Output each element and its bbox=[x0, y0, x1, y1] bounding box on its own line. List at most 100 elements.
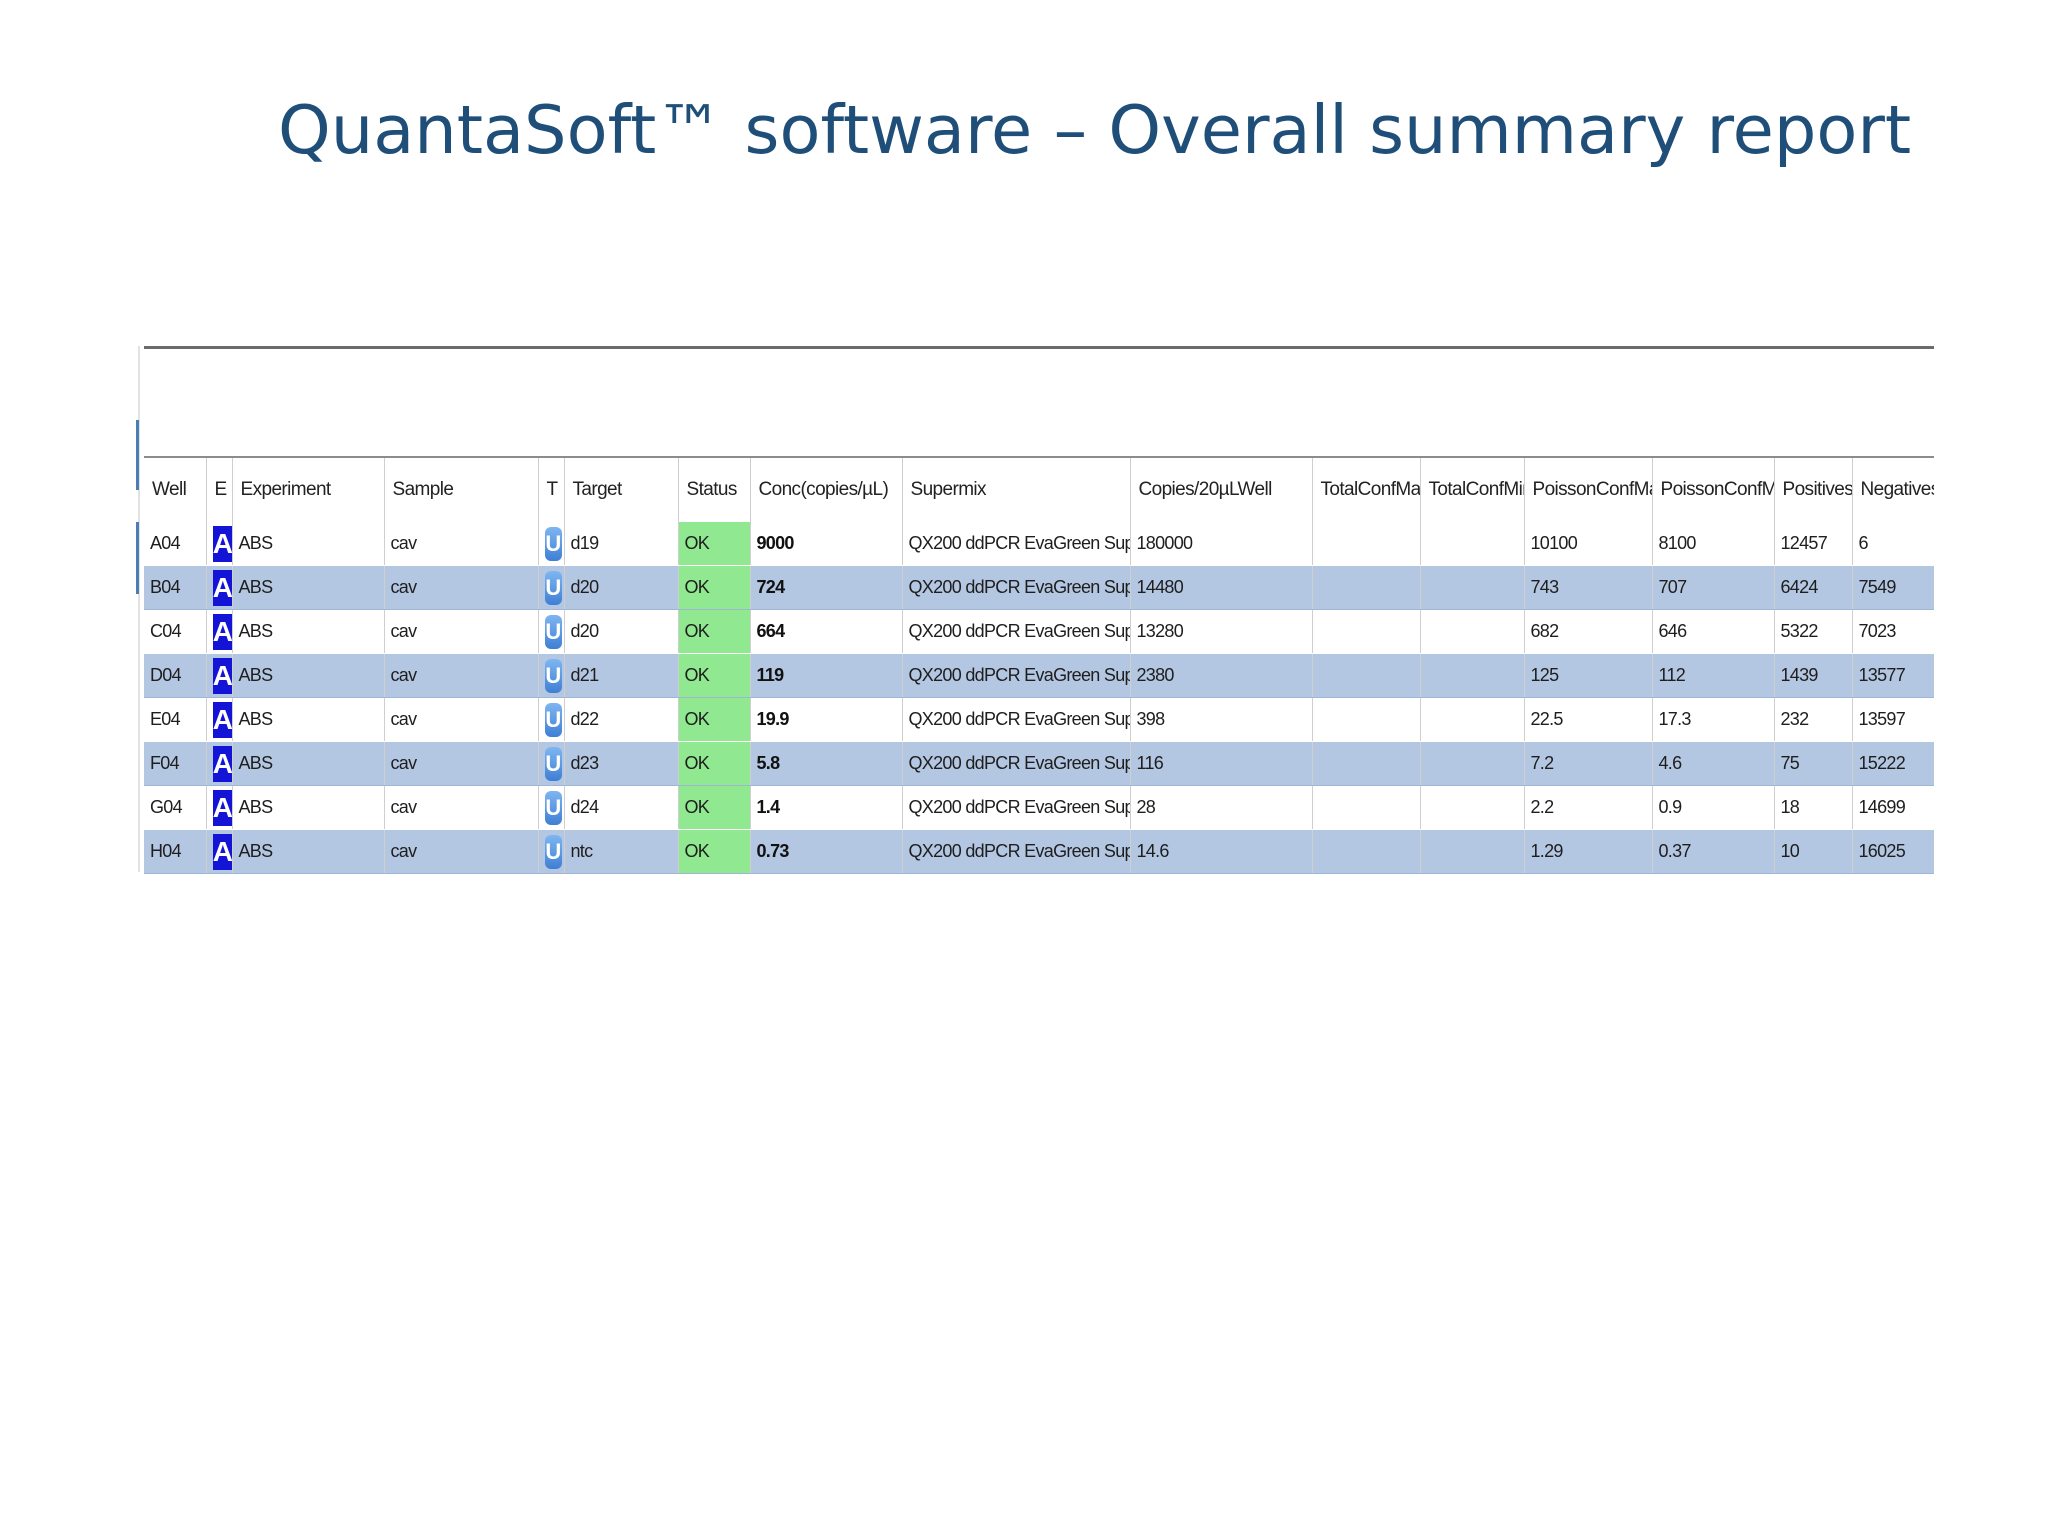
negatives-cell: 6 bbox=[1852, 522, 1934, 566]
sample-cell: cav bbox=[384, 609, 539, 654]
copies-cell: 14.6 bbox=[1130, 829, 1313, 874]
table-row[interactable]: C04 A ABS cav U d20 OK 664 QX200 ddPCR E… bbox=[144, 609, 1934, 654]
poisson-conf-max-cell: 22.5 bbox=[1524, 697, 1653, 742]
concentration-cell: 724 bbox=[750, 565, 903, 610]
copies-cell: 116 bbox=[1130, 741, 1313, 786]
summary-table: Well E Experiment Sample T Target Status… bbox=[144, 458, 1934, 874]
total-conf-min-cell bbox=[1420, 653, 1525, 698]
total-conf-min-cell bbox=[1420, 522, 1525, 566]
abs-experiment-icon: A bbox=[212, 701, 231, 738]
positives-cell: 18 bbox=[1774, 785, 1853, 830]
total-conf-min-cell bbox=[1420, 785, 1525, 830]
column-header-positives[interactable]: Positives bbox=[1774, 458, 1853, 522]
column-header-status[interactable]: Status bbox=[678, 458, 751, 522]
poisson-conf-max-cell: 682 bbox=[1524, 609, 1653, 654]
table-row[interactable]: A04 A ABS cav U d19 OK 9000 QX200 ddPCR … bbox=[144, 522, 1934, 566]
poisson-conf-min-cell: 0.37 bbox=[1652, 829, 1775, 874]
concentration-cell: 19.9 bbox=[750, 697, 903, 742]
target-type-cell: U bbox=[538, 609, 565, 654]
target-cell: d23 bbox=[564, 741, 679, 786]
negatives-cell: 13577 bbox=[1852, 653, 1934, 698]
table-row[interactable]: D04 A ABS cav U d21 OK 119 QX200 ddPCR E… bbox=[144, 653, 1934, 698]
copies-cell: 28 bbox=[1130, 785, 1313, 830]
copies-cell: 14480 bbox=[1130, 565, 1313, 610]
column-header-conc[interactable]: Conc(copies/µL) bbox=[750, 458, 903, 522]
experiment-cell: ABS bbox=[232, 609, 385, 654]
table-row[interactable]: H04 A ABS cav U ntc OK 0.73 QX200 ddPCR … bbox=[144, 829, 1934, 874]
unknown-target-icon: U bbox=[544, 702, 562, 737]
well-cell: C04 bbox=[144, 609, 207, 654]
experiment-type-cell: A bbox=[206, 522, 233, 566]
experiment-cell: ABS bbox=[232, 829, 385, 874]
abs-experiment-icon: A bbox=[212, 525, 231, 562]
positives-cell: 12457 bbox=[1774, 522, 1853, 566]
supermix-cell: QX200 ddPCR EvaGreen Supermix bbox=[902, 609, 1131, 654]
experiment-cell: ABS bbox=[232, 565, 385, 610]
unknown-target-icon: U bbox=[544, 834, 562, 869]
poisson-conf-min-cell: 707 bbox=[1652, 565, 1775, 610]
abs-experiment-icon: A bbox=[212, 569, 231, 606]
status-cell: OK bbox=[678, 697, 751, 742]
table-row[interactable]: F04 A ABS cav U d23 OK 5.8 QX200 ddPCR E… bbox=[144, 741, 1934, 786]
unknown-target-icon: U bbox=[544, 570, 562, 605]
column-header-e[interactable]: E bbox=[206, 458, 233, 522]
supermix-cell: QX200 ddPCR EvaGreen Supermix bbox=[902, 741, 1131, 786]
column-header-poisson-conf-min[interactable]: PoissonConfMin bbox=[1652, 458, 1775, 522]
status-cell: OK bbox=[678, 609, 751, 654]
sample-cell: cav bbox=[384, 697, 539, 742]
abs-experiment-icon: A bbox=[212, 657, 231, 694]
column-header-sample[interactable]: Sample bbox=[384, 458, 539, 522]
target-cell: ntc bbox=[564, 829, 679, 874]
copies-cell: 2380 bbox=[1130, 653, 1313, 698]
column-header-target[interactable]: Target bbox=[564, 458, 679, 522]
column-header-negatives[interactable]: Negatives bbox=[1852, 458, 1934, 522]
sample-cell: cav bbox=[384, 741, 539, 786]
column-header-experiment[interactable]: Experiment bbox=[232, 458, 385, 522]
concentration-cell: 119 bbox=[750, 653, 903, 698]
experiment-type-cell: A bbox=[206, 697, 233, 742]
left-marker bbox=[136, 522, 139, 594]
experiment-type-cell: A bbox=[206, 741, 233, 786]
negatives-cell: 7549 bbox=[1852, 565, 1934, 610]
status-cell: OK bbox=[678, 565, 751, 610]
status-cell: OK bbox=[678, 522, 751, 566]
total-conf-max-cell bbox=[1312, 609, 1421, 654]
poisson-conf-min-cell: 8100 bbox=[1652, 522, 1775, 566]
experiment-cell: ABS bbox=[232, 741, 385, 786]
column-header-t[interactable]: T bbox=[538, 458, 565, 522]
supermix-cell: QX200 ddPCR EvaGreen Supermix bbox=[902, 653, 1131, 698]
target-cell: d19 bbox=[564, 522, 679, 566]
status-cell: OK bbox=[678, 829, 751, 874]
column-header-supermix[interactable]: Supermix bbox=[902, 458, 1131, 522]
target-cell: d21 bbox=[564, 653, 679, 698]
status-cell: OK bbox=[678, 653, 751, 698]
supermix-cell: QX200 ddPCR EvaGreen Supermix bbox=[902, 522, 1131, 566]
column-header-total-conf-max[interactable]: TotalConfMax bbox=[1312, 458, 1421, 522]
total-conf-max-cell bbox=[1312, 785, 1421, 830]
column-header-well[interactable]: Well bbox=[144, 458, 207, 522]
abs-experiment-icon: A bbox=[212, 789, 231, 826]
unknown-target-icon: U bbox=[544, 614, 562, 649]
experiment-cell: ABS bbox=[232, 653, 385, 698]
sample-cell: cav bbox=[384, 653, 539, 698]
abs-experiment-icon: A bbox=[212, 745, 231, 782]
target-cell: d20 bbox=[564, 565, 679, 610]
positives-cell: 75 bbox=[1774, 741, 1853, 786]
total-conf-min-cell bbox=[1420, 697, 1525, 742]
negatives-cell: 14699 bbox=[1852, 785, 1934, 830]
poisson-conf-min-cell: 17.3 bbox=[1652, 697, 1775, 742]
target-cell: d24 bbox=[564, 785, 679, 830]
target-type-cell: U bbox=[538, 522, 565, 566]
column-header-copies[interactable]: Copies/20µLWell bbox=[1130, 458, 1313, 522]
column-header-poisson-conf-max[interactable]: PoissonConfMax bbox=[1524, 458, 1653, 522]
table-row[interactable]: B04 A ABS cav U d20 OK 724 QX200 ddPCR E… bbox=[144, 565, 1934, 610]
copies-cell: 180000 bbox=[1130, 522, 1313, 566]
well-cell: A04 bbox=[144, 522, 207, 566]
poisson-conf-min-cell: 4.6 bbox=[1652, 741, 1775, 786]
positives-cell: 1439 bbox=[1774, 653, 1853, 698]
total-conf-max-cell bbox=[1312, 653, 1421, 698]
table-row[interactable]: G04 A ABS cav U d24 OK 1.4 QX200 ddPCR E… bbox=[144, 785, 1934, 830]
column-header-total-conf-min[interactable]: TotalConfMin bbox=[1420, 458, 1525, 522]
table-row[interactable]: E04 A ABS cav U d22 OK 19.9 QX200 ddPCR … bbox=[144, 697, 1934, 742]
top-divider bbox=[144, 346, 1934, 349]
